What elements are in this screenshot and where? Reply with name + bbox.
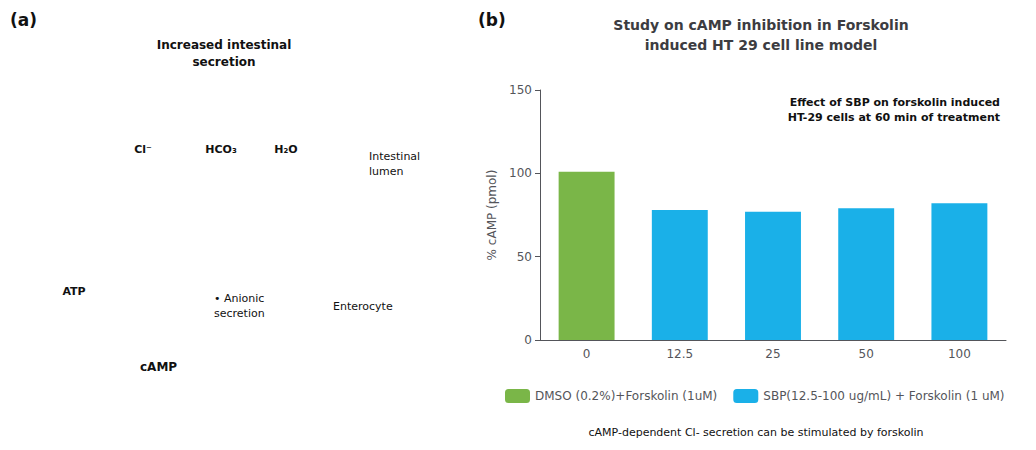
svg-text:0: 0 [524,333,532,347]
svg-text:secretion: secretion [192,55,255,69]
svg-text:lumen: lumen [369,165,404,178]
svg-text:DMSO (0.2%)+Forskolin (1uM): DMSO (0.2%)+Forskolin (1uM) [535,389,717,403]
svg-text:secretion: secretion [214,307,265,320]
svg-text:50: 50 [859,347,874,361]
svg-text:induced HT 29 cell line model: induced HT 29 cell line model [645,37,878,53]
svg-text:(b): (b) [478,10,506,30]
svg-text:H₂O: H₂O [274,143,297,156]
svg-text:• Anionic: • Anionic [214,292,264,305]
svg-text:Study on cAMP inhibition in Fo: Study on cAMP inhibition in Forskolin [613,17,908,33]
svg-text:0: 0 [583,347,591,361]
svg-text:SBP(12.5-100 ug/mL) + Forskoli: SBP(12.5-100 ug/mL) + Forskolin (1 uM) [763,389,1004,403]
svg-text:50: 50 [517,250,532,264]
svg-text:Effect of SBP on forskolin ind: Effect of SBP on forskolin induced [790,96,1000,109]
svg-text:Intestinal: Intestinal [369,150,420,163]
svg-text:cAMP-dependent Cl- secretion c: cAMP-dependent Cl- secretion can be stim… [588,426,923,439]
svg-text:% cAMP (pmol): % cAMP (pmol) [485,170,499,261]
svg-text:Cl⁻: Cl⁻ [134,143,152,156]
svg-text:150: 150 [509,83,532,97]
svg-text:100: 100 [509,166,532,180]
svg-text:(a): (a) [10,10,37,30]
svg-text:Enterocyte: Enterocyte [333,300,393,313]
svg-text:25: 25 [765,347,780,361]
svg-text:cAMP: cAMP [140,360,177,374]
svg-text:HT-29 cells at 60 min of treat: HT-29 cells at 60 min of treatment [788,111,1000,124]
svg-text:HCO₃: HCO₃ [205,143,237,156]
svg-text:Increased intestinal: Increased intestinal [157,38,292,52]
svg-text:100: 100 [948,347,971,361]
svg-text:12.5: 12.5 [666,347,693,361]
svg-text:ATP: ATP [62,285,85,298]
